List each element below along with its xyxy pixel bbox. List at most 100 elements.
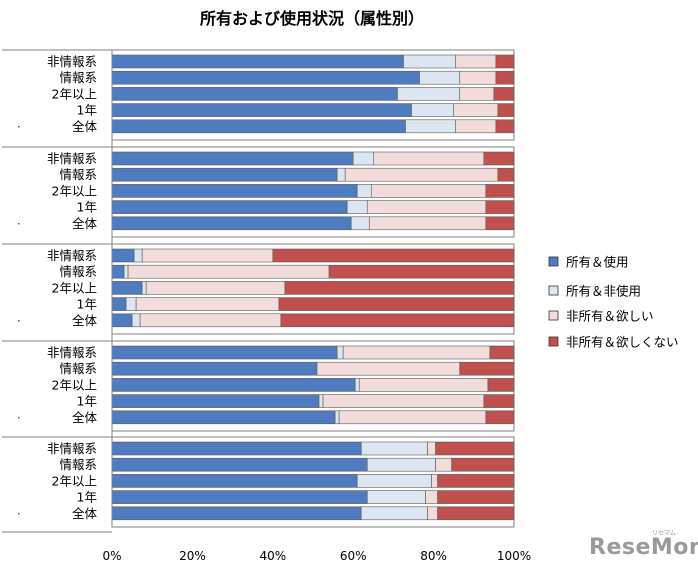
bar-segment [145,281,286,295]
bar-segment [495,54,515,69]
bar-segment [131,313,141,328]
group-marker [18,417,20,419]
bar-segment [485,216,515,231]
bar-segment [483,151,515,166]
chart-title: 所有および使用状況（属性別） [200,9,424,28]
legend-label: 所有＆使用 [566,255,629,270]
bar-segment [360,441,428,456]
bar-segment [366,200,487,214]
bar-segment [111,297,127,311]
bar-segment [411,103,454,117]
category-label: 非情報系 [47,248,97,263]
category-label: 1年 [77,103,97,118]
bar-segment [397,87,461,101]
bar-segment [366,490,426,504]
legend-label: 非所有＆欲しくない [566,335,679,350]
bar-segment [111,151,354,166]
bar-segment [354,378,360,392]
bar-segment [272,248,515,263]
bar-segment [487,378,515,392]
category-label: 情報系 [59,457,97,472]
bar-segment [483,394,515,408]
bar-segment [437,490,515,504]
bar-segment [111,394,320,408]
bar-segment [459,87,495,101]
bar-segment [111,474,358,488]
category-label: 1年 [77,490,97,505]
x-tick-label: 0% [102,549,121,563]
x-tick-label: 80% [420,549,447,563]
bar-segment [485,410,515,425]
bar-segment [111,184,358,198]
bar-segment [495,70,515,85]
bar-segment [111,490,368,504]
bar-segment [459,70,497,85]
bar-segment [280,313,515,328]
bar-segment [322,394,485,408]
bar-segment [111,200,348,214]
category-label: 情報系 [59,264,97,279]
group-marker [18,320,20,322]
bar-segment [497,167,515,182]
bar-segment [111,361,318,376]
bar-segment [342,345,491,360]
bar-segment [368,216,487,231]
bar-segment [133,248,143,263]
category-label: 1年 [77,297,97,312]
bar-segment [485,200,515,214]
bar-segment [455,119,497,134]
bar-segment [489,345,515,360]
bar-segment [346,200,368,214]
bar-segment [111,378,356,392]
bar-segment [493,87,515,101]
category-label: 2年以上 [52,473,97,488]
bar-segment [366,457,436,472]
category-label: 1年 [77,394,97,409]
legend-swatch [548,310,559,321]
category-label: 情報系 [59,70,97,85]
bar-segment [453,103,499,117]
category-label: 全体 [72,119,98,134]
bar-segment [403,54,457,69]
bar-segment [111,345,338,360]
bar-segment [111,410,336,425]
bar-segment [352,151,374,166]
bar-segment [111,441,362,456]
bar-segment [405,119,457,134]
category-label: 全体 [72,313,98,328]
group-marker [18,126,20,128]
bar-segment [435,441,515,456]
bar-segment [111,70,420,85]
bar-segment [111,313,133,328]
x-tick-label: 20% [179,549,206,563]
bar-segment [372,151,485,166]
bar-segment [141,281,147,295]
legend-swatch [548,285,559,296]
bar-segment [435,457,452,472]
bar-segment [125,297,137,311]
category-label: 非情報系 [47,151,97,166]
bar-segment [278,297,515,311]
bar-segment [360,506,428,521]
legend-swatch [548,256,559,267]
bar-segment [497,103,515,117]
bar-segment [370,184,487,198]
bar-segment [495,119,515,134]
bar-segment [451,457,515,472]
category-label: 全体 [72,506,98,521]
bar-segment [437,506,515,521]
bar-segment [336,167,346,182]
bar-segment [437,474,515,488]
bar-segment [127,264,330,279]
category-label: 2年以上 [52,183,97,198]
bar-segment [350,216,370,231]
bar-segment [135,297,280,311]
bar-segment [427,441,436,456]
bar-segment [328,264,515,279]
bar-segment [419,70,461,85]
bar-segment [334,410,340,425]
category-label: 情報系 [59,361,97,376]
plot-area: 非情報系情報系2年以上1年全体非情報系情報系2年以上1年全体非情報系情報系2年以… [2,49,515,528]
